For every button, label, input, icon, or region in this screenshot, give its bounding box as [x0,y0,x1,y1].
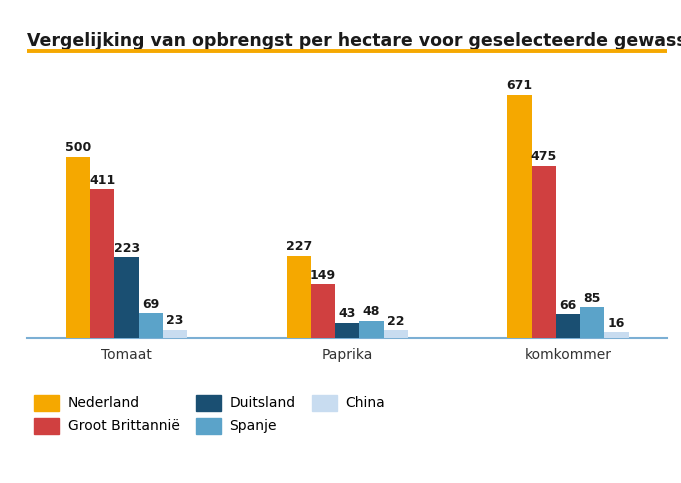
Text: 23: 23 [166,314,184,327]
Bar [507,95,532,338]
Bar [556,314,580,338]
Text: 500: 500 [65,142,91,155]
Bar [287,256,311,338]
Bar [139,313,163,338]
Bar [360,321,383,338]
Bar [311,284,335,338]
Bar [605,332,629,338]
Bar [114,257,139,338]
Legend: Nederland, Groot Brittannië, Duitsland, Spanje, China: Nederland, Groot Brittannië, Duitsland, … [34,395,385,434]
Text: 411: 411 [89,174,115,186]
Text: 475: 475 [530,151,557,163]
Text: 223: 223 [114,242,140,255]
Bar [66,157,90,338]
Bar [163,330,187,338]
Bar [580,307,605,338]
Text: 48: 48 [363,305,380,318]
Bar [90,189,114,338]
Text: 671: 671 [507,80,533,93]
Text: 149: 149 [310,269,336,282]
Text: 43: 43 [338,307,356,320]
Text: Vergelijking van opbrengst per hectare voor geselecteerde gewassen [ton/ha]: Vergelijking van opbrengst per hectare v… [27,32,681,50]
Text: 16: 16 [608,317,625,330]
Bar [532,166,556,338]
Text: 22: 22 [387,314,405,327]
Bar [383,330,408,338]
Text: 85: 85 [584,292,601,305]
Bar [335,323,360,338]
Text: 66: 66 [559,298,577,312]
Text: 227: 227 [285,241,312,253]
Text: 69: 69 [142,298,159,311]
